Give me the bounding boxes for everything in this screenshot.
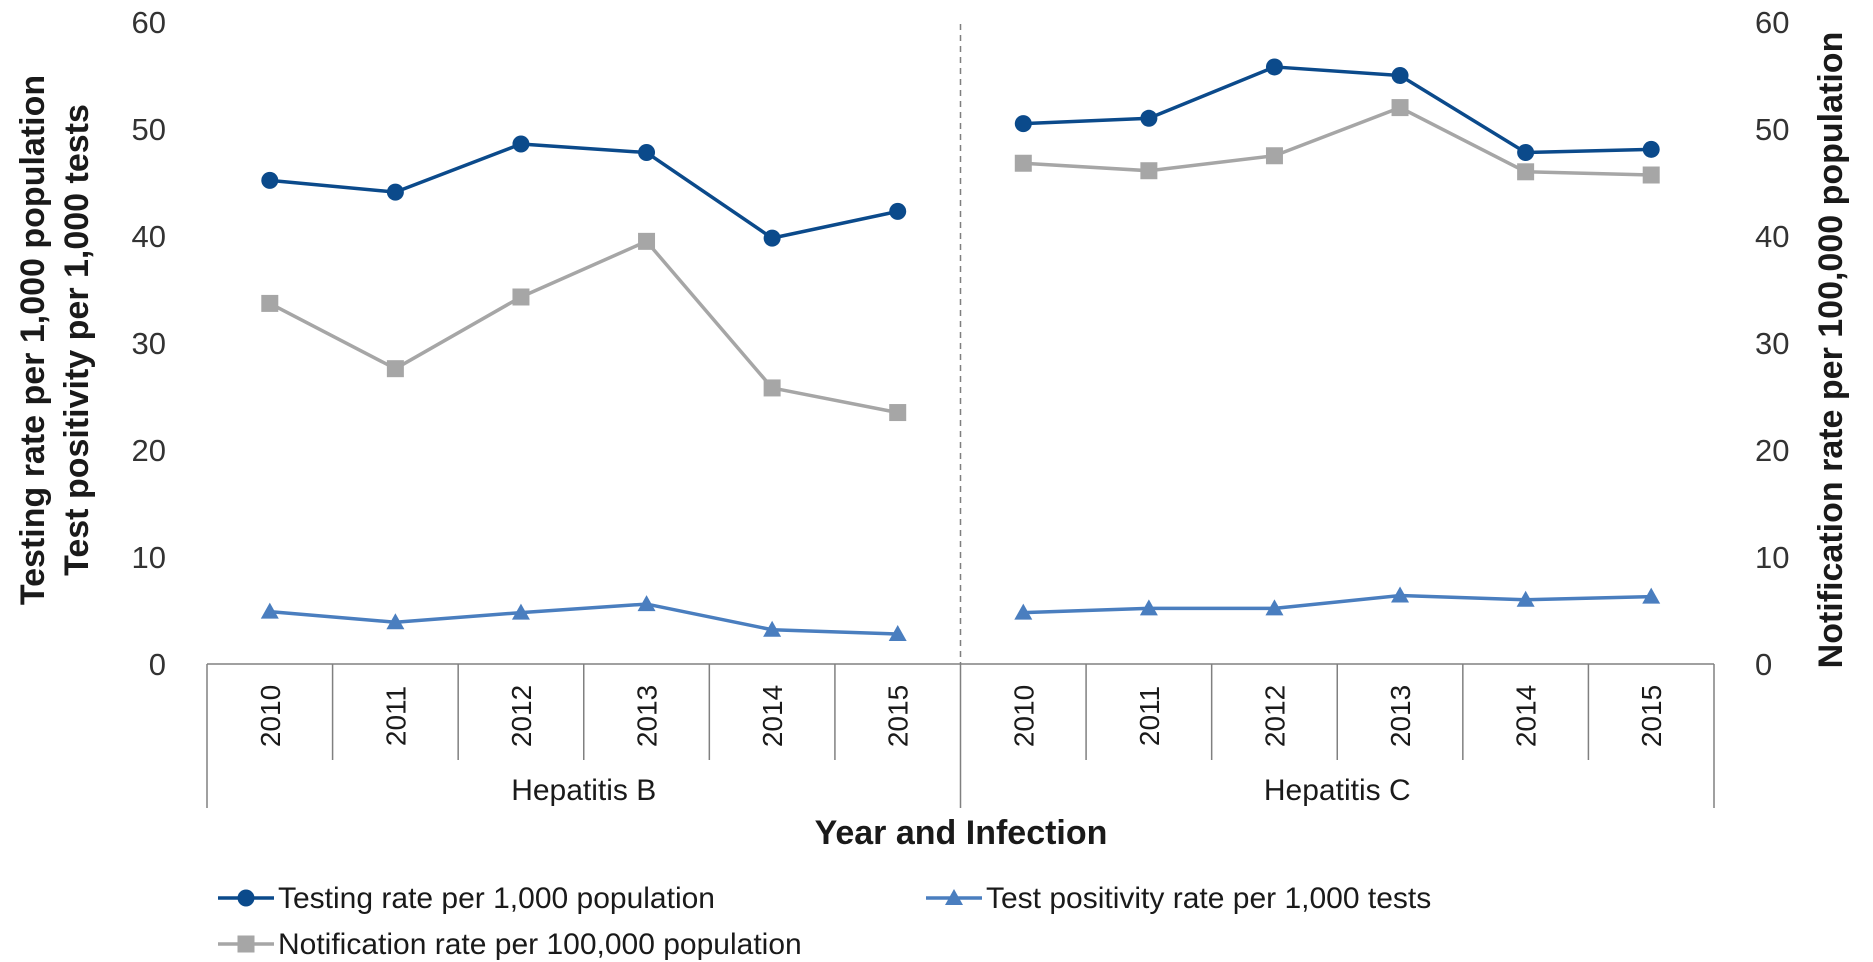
y-tick-label-left: 0 — [149, 647, 166, 682]
data-point — [512, 135, 530, 153]
x-tick-label: 2012 — [1259, 685, 1290, 747]
y-tick-label-left: 30 — [132, 326, 166, 361]
x-axis-title: Year and Infection — [815, 814, 1108, 852]
data-point — [1517, 144, 1535, 162]
data-point — [1391, 99, 1409, 117]
group-label: Hepatitis C — [1264, 774, 1411, 807]
data-point — [1265, 599, 1284, 616]
y-tick-label-left: 50 — [132, 112, 166, 147]
x-tick-label: 2010 — [255, 685, 286, 747]
data-point — [638, 232, 656, 250]
data-point — [763, 620, 782, 637]
y-tick-label-left: 60 — [132, 5, 166, 40]
y-tick-label-right: 40 — [1755, 219, 1789, 254]
data-point — [1642, 587, 1661, 604]
data-point — [1642, 140, 1660, 158]
x-tick-label: 2015 — [883, 685, 914, 747]
legend-marker — [237, 889, 255, 907]
data-point — [1140, 109, 1158, 127]
y-tick-label-right: 60 — [1755, 5, 1789, 40]
y-axis-title-left-line1: Testing rate per 1,000 population — [14, 75, 52, 605]
series-layer — [260, 58, 1661, 642]
series-line — [1023, 65, 1652, 155]
legend-item: Test positivity rate per 1,000 tests — [926, 882, 1431, 915]
y-tick-label-right: 30 — [1755, 326, 1789, 361]
axes: 0 0 10 10 20 20 30 30 40 40 50 50 60 60 2010 2011 2012 20… — [132, 5, 1789, 808]
data-point — [261, 171, 279, 189]
legend-item: Testing rate per 1,000 population — [218, 882, 715, 915]
x-tick-label: 2014 — [757, 685, 788, 747]
x-tick-label: 2013 — [632, 685, 663, 747]
group-label: Hepatitis B — [511, 774, 656, 807]
data-point — [637, 595, 656, 612]
x-tick-label: 2012 — [506, 685, 537, 747]
data-point — [386, 183, 404, 201]
data-point — [1014, 115, 1032, 133]
y-tick-label-right: 20 — [1755, 433, 1789, 468]
x-tick-label: 2011 — [1134, 686, 1165, 746]
series-line — [1023, 105, 1652, 177]
data-point — [261, 294, 279, 312]
x-tick-label: 2013 — [1385, 685, 1416, 747]
series-line — [268, 239, 899, 415]
data-point — [638, 144, 656, 162]
x-tick-label: 2011 — [380, 686, 411, 746]
legend-label: Test positivity rate per 1,000 tests — [986, 882, 1431, 915]
y-tick-label-right: 10 — [1755, 540, 1789, 575]
y-tick-label-right: 0 — [1755, 647, 1772, 682]
data-point — [888, 625, 907, 642]
data-point — [889, 202, 907, 220]
data-point — [386, 360, 404, 378]
data-point — [386, 613, 405, 630]
y-tick-label-right: 50 — [1755, 112, 1789, 147]
data-point — [1517, 163, 1535, 181]
data-point — [1642, 166, 1660, 184]
x-tick-label: 2014 — [1511, 685, 1542, 747]
labels: Testing rate per 1,000 population Test p… — [14, 32, 1850, 852]
data-point — [1516, 590, 1535, 607]
x-tick-label: 2015 — [1636, 685, 1667, 747]
legend-item: Notification rate per 100,000 population — [218, 928, 802, 961]
data-point — [1014, 603, 1033, 620]
y-axis-title-left-line2: Test positivity per 1,000 tests — [58, 104, 96, 576]
series-line — [1023, 593, 1652, 615]
data-point — [889, 404, 907, 422]
data-point — [763, 379, 781, 397]
data-point — [1391, 67, 1409, 84]
legend-marker — [237, 935, 255, 953]
data-point — [1265, 147, 1283, 165]
data-point — [1139, 599, 1158, 616]
data-point — [260, 602, 279, 619]
legend-label: Notification rate per 100,000 population — [278, 928, 802, 961]
series-line — [269, 142, 899, 240]
legend-marker — [945, 889, 963, 905]
y-tick-label-left: 40 — [132, 219, 166, 254]
data-point — [1140, 162, 1158, 180]
data-point — [1014, 154, 1032, 172]
legend-label: Testing rate per 1,000 population — [278, 882, 715, 915]
series-line — [269, 602, 898, 636]
y-tick-label-left: 10 — [132, 540, 166, 575]
y-axis-title-right: Notification rate per 100,000 population — [1812, 32, 1850, 669]
data-point — [512, 288, 530, 306]
data-point — [1391, 586, 1410, 603]
data-point — [763, 229, 781, 247]
y-tick-label-left: 20 — [132, 433, 166, 468]
data-point — [511, 603, 530, 620]
legend: Testing rate per 1,000 population Test po… — [218, 882, 1431, 961]
x-tick-label: 2010 — [1008, 685, 1039, 747]
data-point — [1265, 58, 1283, 76]
